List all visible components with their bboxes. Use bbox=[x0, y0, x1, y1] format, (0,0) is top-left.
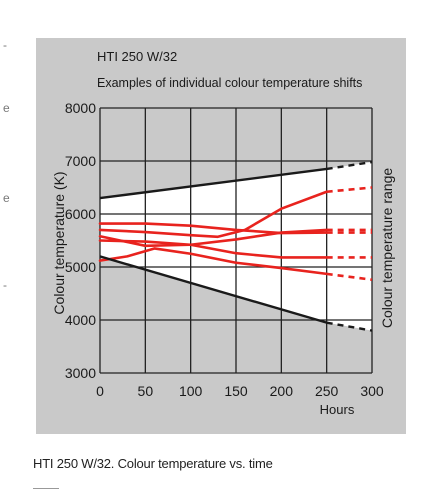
series-line-3 bbox=[98, 228, 328, 248]
x-tick-label: 200 bbox=[270, 383, 294, 399]
x-tick-label: 150 bbox=[224, 383, 248, 399]
range-label: Colour temperature range bbox=[379, 168, 395, 329]
range-line-upper-dashed bbox=[326, 160, 373, 171]
margin-mark: - bbox=[3, 278, 7, 292]
x-tick-label: 0 bbox=[96, 383, 104, 399]
caption-rule bbox=[33, 488, 59, 489]
x-tick-label: 100 bbox=[179, 383, 203, 399]
series-line-4 bbox=[98, 239, 328, 259]
y-tick-label: 6000 bbox=[65, 206, 96, 222]
y-tick-label: 5000 bbox=[65, 259, 96, 275]
x-tick-label: 250 bbox=[315, 383, 339, 399]
margin-mark: - bbox=[3, 38, 7, 52]
y-tick-label: 7000 bbox=[65, 153, 96, 169]
y-tick-label: 4000 bbox=[65, 312, 96, 328]
figure-caption: HTI 250 W/32. Colour temperature vs. tim… bbox=[33, 456, 273, 471]
series-line-5-dashed bbox=[326, 272, 373, 282]
margin-mark: e bbox=[3, 101, 10, 115]
x-axis-label: Hours bbox=[320, 402, 355, 417]
series-line-1 bbox=[98, 190, 328, 239]
series-line-1-dashed bbox=[326, 186, 373, 194]
x-tick-label: 50 bbox=[138, 383, 154, 399]
range-line-lower-dashed bbox=[326, 321, 373, 332]
y-axis-label: Colour temperature (K) bbox=[51, 171, 67, 314]
x-tick-label: 300 bbox=[360, 383, 384, 399]
chart-title: HTI 250 W/32 bbox=[97, 49, 177, 64]
range-line-lower bbox=[99, 255, 328, 324]
series-line-5 bbox=[98, 247, 328, 276]
y-tick-label: 8000 bbox=[65, 100, 96, 116]
y-tick-label: 3000 bbox=[65, 365, 96, 381]
margin-mark: e bbox=[3, 191, 10, 205]
chart-subtitle: Examples of individual colour temperatur… bbox=[97, 76, 362, 90]
range-line-upper bbox=[99, 167, 327, 200]
